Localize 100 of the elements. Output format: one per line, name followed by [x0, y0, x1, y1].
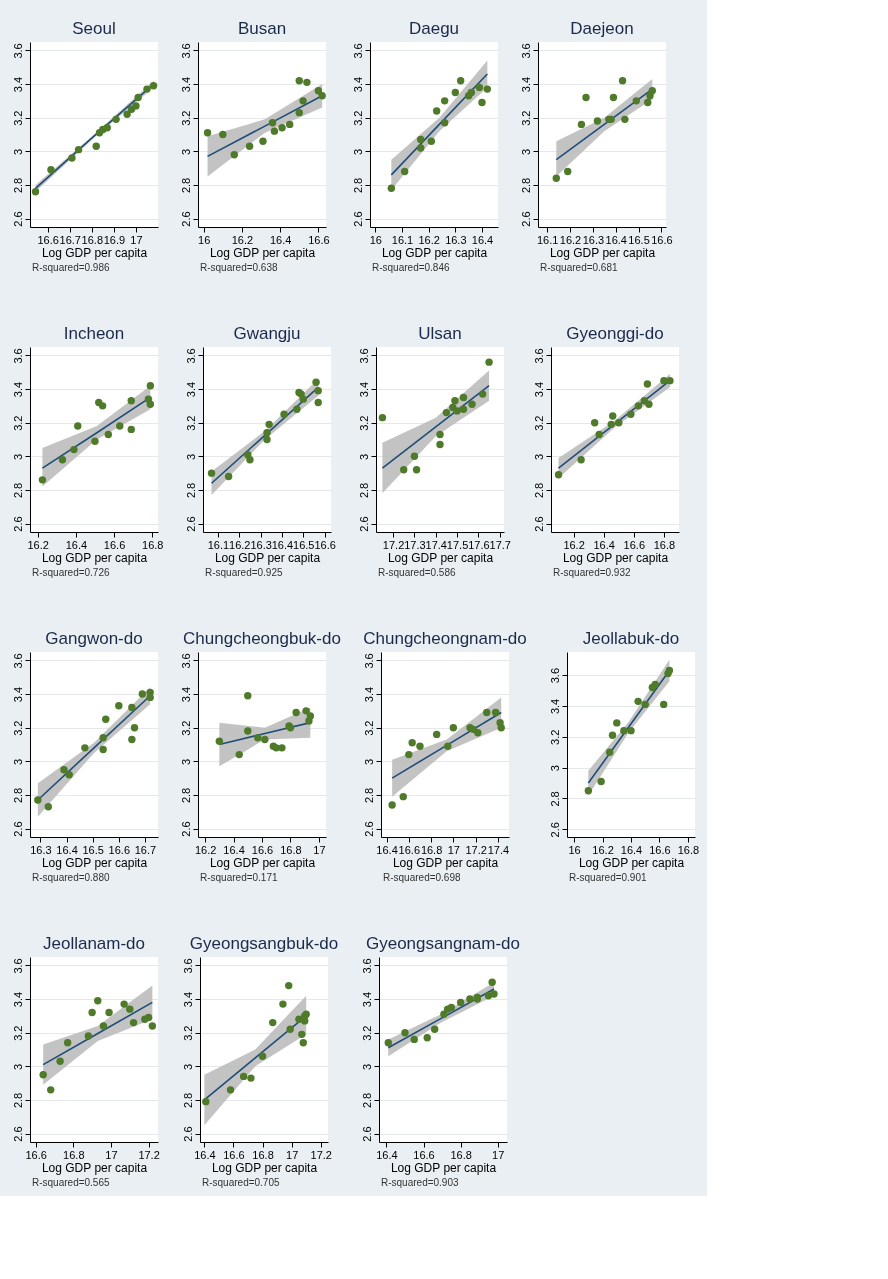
y-tick-label: 2.8: [179, 787, 192, 804]
y-tick-label: 3.2: [548, 729, 561, 745]
x-tick-label: 16.4: [56, 843, 78, 856]
y-tick-label: 2.6: [11, 211, 24, 227]
y-tick-label: 2.8: [532, 482, 545, 499]
chart-title: Daegu: [408, 19, 460, 38]
y-tick-label: 3.4: [360, 991, 373, 1008]
x-tick-label: 16.4: [376, 843, 398, 856]
x-axis-title: Log GDP per capita: [41, 550, 148, 565]
y-tick-label: 3.2: [179, 110, 192, 126]
y-tick-label: 3.4: [11, 991, 24, 1008]
y-tick-label: 3.6: [179, 43, 192, 59]
x-tick-label: 16.8: [653, 538, 676, 551]
x-tick-label: 16.8: [142, 538, 164, 551]
chart-title: Chungcheongnam-do: [363, 629, 527, 648]
x-tick-label: 17: [105, 1148, 118, 1161]
y-tick-label: 3.6: [11, 43, 24, 59]
x-tick-label: 17.4: [425, 538, 447, 551]
x-tick-label: 16.4: [194, 1148, 216, 1161]
y-tick-label: 3.2: [184, 415, 197, 431]
x-tick-label: 16.9: [103, 233, 126, 246]
y-tick-label: 2.8: [11, 1092, 24, 1109]
y-tick-label: 3.2: [357, 415, 370, 431]
text: R-squared=0.986: [32, 262, 110, 273]
y-tick-label: 3.4: [519, 76, 532, 93]
y-tick-label: 3.2: [11, 110, 24, 126]
y-tick-label: 3.2: [360, 1025, 373, 1041]
x-axis-title: Log GDP per capita: [209, 855, 316, 870]
y-tick-label: 3.4: [357, 381, 370, 398]
x-axis-title: Log GDP per capita: [41, 1160, 148, 1175]
x-tick-label: 16.6: [108, 843, 131, 856]
x-tick-label: 16.4: [471, 233, 494, 246]
x-tick-label: 16.2: [194, 843, 217, 856]
y-tick-label: 2.6: [11, 1126, 24, 1142]
y-tick-label: 3.2: [532, 415, 545, 431]
x-tick-label: 16.8: [280, 843, 302, 856]
chart-title: Incheon: [63, 324, 125, 343]
x-tick-label: 16.4: [376, 1148, 398, 1161]
x-tick-label: 16.2: [231, 233, 254, 246]
x-tick-label: 16.6: [314, 538, 336, 551]
y-tick-label: 2.8: [548, 791, 561, 807]
y-tick-label: 2.6: [181, 1126, 194, 1142]
x-tick-label: 16.6: [398, 843, 421, 856]
y-tick-label: 2.6: [357, 516, 370, 532]
y-tick-label: 3: [181, 1063, 194, 1070]
x-tick-label: 16.4: [605, 233, 627, 246]
x-axis-title: Log GDP per capita: [562, 550, 669, 565]
y-tick-label: 3.6: [11, 348, 24, 364]
x-tick-label: 17.2: [382, 538, 405, 551]
x-tick-label: 16.5: [293, 538, 315, 551]
y-tick-label: 2.6: [362, 821, 375, 837]
y-tick-label: 2.8: [351, 177, 364, 194]
y-tick-label: 3.2: [179, 720, 192, 736]
chart-title: Gangwon-do: [45, 629, 143, 648]
y-tick-label: 3.2: [519, 110, 532, 126]
y-tick-label: 3: [362, 758, 375, 765]
y-tick-label: 3.2: [351, 110, 364, 126]
y-tick-label: 3.4: [179, 76, 192, 93]
x-axis-title: Log GDP per capita: [392, 855, 499, 870]
y-tick-label: 2.6: [184, 516, 197, 532]
text: R-squared=0.846: [372, 262, 450, 273]
x-tick-label: 16.6: [308, 233, 330, 246]
x-tick-label: 17.2: [465, 843, 487, 856]
y-tick-label: 3: [519, 148, 532, 155]
y-tick-label: 3.4: [181, 991, 194, 1008]
y-tick-label: 3.6: [184, 348, 197, 364]
y-tick-label: 3.4: [11, 381, 24, 398]
y-tick-label: 3: [548, 765, 561, 772]
x-axis-title: Log GDP per capita: [41, 245, 148, 260]
x-tick-label: 16.5: [628, 233, 650, 246]
x-tick-label: 16.7: [59, 233, 81, 246]
y-tick-label: 3.4: [362, 686, 375, 703]
chart-title: Jeollabuk-do: [582, 629, 680, 648]
text: R-squared=0.171: [200, 872, 278, 883]
y-tick-label: 3.6: [357, 348, 370, 364]
y-tick-label: 3: [179, 148, 192, 155]
x-tick-label: 16.8: [81, 233, 103, 246]
y-tick-label: 2.6: [179, 211, 192, 227]
x-tick-label: 16.1: [536, 233, 559, 246]
text: R-squared=0.586: [378, 567, 456, 578]
x-tick-label: 16.8: [450, 1148, 472, 1161]
x-tick-label: 16.8: [677, 843, 700, 856]
y-tick-label: 3.6: [351, 43, 364, 59]
x-tick-label: 16: [369, 233, 382, 246]
x-tick-label: 16.6: [251, 843, 274, 856]
y-tick-label: 2.8: [362, 787, 375, 804]
y-tick-label: 3.4: [548, 698, 561, 715]
x-tick-label: 16.6: [413, 1148, 435, 1161]
x-tick-label: 16.2: [229, 538, 251, 551]
x-tick-label: 17: [492, 1148, 505, 1161]
y-tick-label: 2.8: [181, 1092, 194, 1109]
text: R-squared=0.925: [205, 567, 283, 578]
x-tick-label: 16.6: [651, 233, 673, 246]
y-tick-label: 3.6: [179, 653, 192, 669]
x-axis-title: Log GDP per capita: [578, 855, 685, 870]
x-tick-label: 17: [130, 233, 143, 246]
x-tick-label: 17: [447, 843, 460, 856]
y-tick-label: 2.6: [360, 1126, 373, 1142]
y-tick-label: 3.2: [181, 1025, 194, 1041]
chart-title: Ulsan: [418, 324, 462, 343]
